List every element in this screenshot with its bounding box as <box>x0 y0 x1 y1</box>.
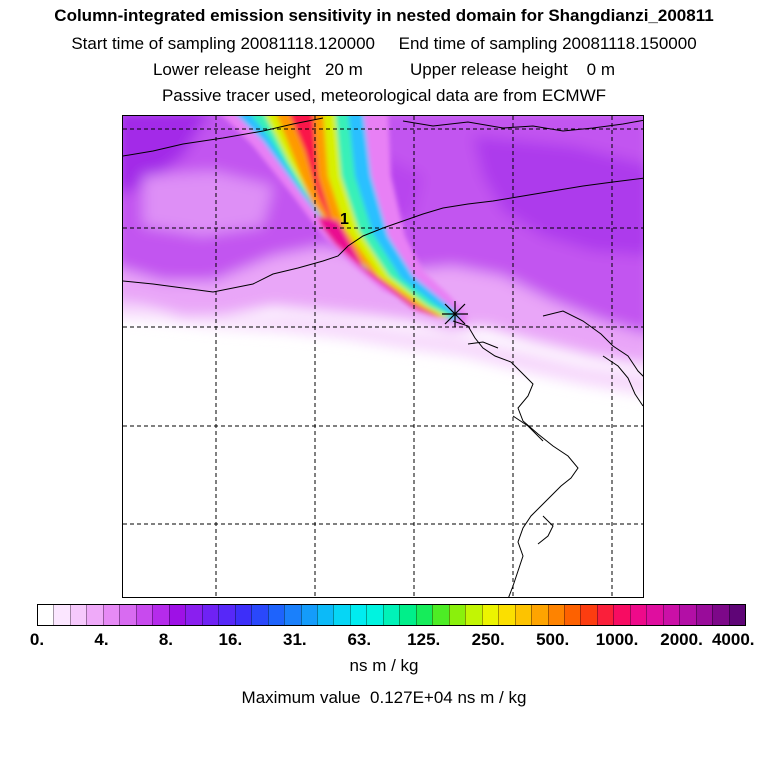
colorbar-segment <box>399 605 416 625</box>
colorbar-segment <box>712 605 729 625</box>
colorbar-segment <box>102 605 120 625</box>
colorbar-segment <box>679 605 696 625</box>
colorbar-segment <box>284 605 301 625</box>
colorbar-segment <box>185 605 202 625</box>
colorbar-segment <box>234 605 252 625</box>
colorbar <box>37 604 746 626</box>
colorbar-tick-label: 500. <box>536 630 570 649</box>
colorbar-segment <box>481 605 499 625</box>
colorbar-segment <box>646 605 663 625</box>
colorbar-units: ns m / kg <box>349 656 419 675</box>
colorbar-segment <box>498 605 515 625</box>
colorbar-tick-label: 0. <box>29 630 45 649</box>
title-main: Column-integrated emission sensitivity i… <box>54 6 714 25</box>
emission-plume <box>223 116 468 326</box>
colorbar-tick-label: 2000. <box>660 630 703 649</box>
colorbar-segment <box>415 605 433 625</box>
colorbar-segment <box>695 605 713 625</box>
colorbar-segment <box>465 605 482 625</box>
colorbar-segment <box>432 605 449 625</box>
colorbar-segment <box>580 605 597 625</box>
colorbar-tick-label: 4000. <box>711 630 755 649</box>
title-tracer-info: Passive tracer used, meteorological data… <box>161 86 607 105</box>
colorbar-segment <box>596 605 614 625</box>
sensitivity-map: 1 <box>122 115 644 598</box>
colorbar-segment <box>728 605 746 625</box>
colorbar-tick-label: 31. <box>282 630 307 649</box>
colorbar-segment <box>316 605 334 625</box>
coastlines-borders <box>123 117 643 597</box>
colorbar-segment <box>86 605 103 625</box>
colorbar-segment <box>267 605 285 625</box>
colorbar-segment <box>218 605 235 625</box>
maximum-value: Maximum value 0.127E+04 ns m / kg <box>241 688 527 707</box>
colorbar-segment <box>514 605 532 625</box>
colorbar-segment <box>135 605 153 625</box>
colorbar-segment <box>53 605 70 625</box>
colorbar-tick-label: 63. <box>347 630 372 649</box>
colorbar-segment <box>349 605 367 625</box>
colorbar-segment <box>251 605 268 625</box>
colorbar-segment <box>547 605 564 625</box>
colorbar-segment <box>613 605 630 625</box>
colorbar-segment <box>531 605 548 625</box>
colorbar-segment <box>448 605 466 625</box>
colorbar-segment <box>201 605 219 625</box>
colorbar-segment <box>38 605 54 625</box>
colorbar-segment <box>629 605 647 625</box>
lat-lon-grid <box>123 116 643 597</box>
colorbar-tick-label: 250. <box>471 630 505 649</box>
colorbar-tick-label: 1000. <box>595 630 639 649</box>
colorbar-tick-label: 4. <box>94 630 109 649</box>
title-sampling-times: Start time of sampling 20081118.120000 E… <box>71 34 697 53</box>
colorbar-segment <box>333 605 350 625</box>
colorbar-segment <box>152 605 169 625</box>
colorbar-tick-label: 8. <box>158 630 173 649</box>
colorbar-segment <box>300 605 317 625</box>
colorbar-segment <box>382 605 400 625</box>
map-point-label: 1 <box>340 211 349 228</box>
colorbar-segment <box>119 605 136 625</box>
colorbar-segment <box>564 605 581 625</box>
colorbar-tick-label: 125. <box>407 630 441 649</box>
colorbar-tick-label: 16. <box>218 630 243 649</box>
colorbar-segment <box>69 605 87 625</box>
colorbar-segment <box>662 605 680 625</box>
receptor-marker-icon <box>442 301 468 327</box>
map-canvas: 1 <box>123 116 643 597</box>
title-release-heights: Lower release height 20 m Upper release … <box>152 60 616 79</box>
colorbar-segment <box>366 605 383 625</box>
colorbar-segment <box>168 605 186 625</box>
